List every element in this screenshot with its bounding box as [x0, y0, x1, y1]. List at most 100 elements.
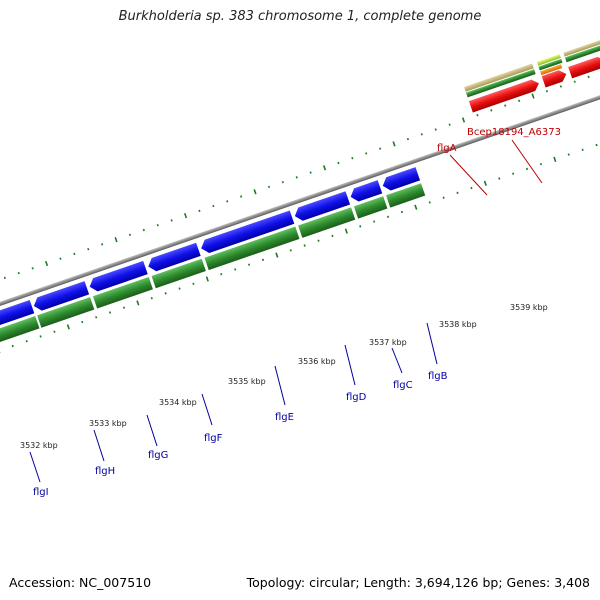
major-tick: [322, 165, 327, 171]
outer-tick-row: [3, 75, 590, 280]
gene-label-flgb[interactable]: flgB: [428, 371, 448, 382]
major-tick: [66, 324, 70, 330]
minor-tick: [198, 209, 201, 213]
minor-tick: [240, 195, 243, 198]
minor-tick: [17, 271, 20, 275]
track-group: [0, 39, 600, 368]
minor-tick: [331, 234, 334, 238]
cds-flge: [204, 226, 300, 271]
minor-tick: [351, 157, 354, 160]
minor-tick: [317, 239, 320, 242]
minor-tick: [212, 204, 215, 208]
minor-tick: [573, 80, 576, 83]
cds-flgg: [92, 276, 153, 309]
major-tick: [531, 93, 535, 99]
minor-tick: [164, 292, 167, 295]
gene-arrow-flgi: [0, 299, 35, 353]
gene-arrow-flgd: [294, 191, 351, 221]
minor-tick: [525, 167, 529, 171]
cds-features: [0, 183, 426, 368]
tick-labels: 3532 kbp 3533 kbp 3534 kbp 3535 kbp 3536…: [20, 303, 548, 450]
major-tick: [114, 236, 118, 243]
major-tick: [553, 156, 557, 162]
cds-feature-right-1: [564, 44, 600, 63]
gene-label-flgd[interactable]: flgD: [346, 392, 367, 403]
major-tick: [183, 213, 188, 219]
minor-tick: [337, 161, 340, 165]
tick-label: 3532 kbp: [20, 441, 58, 450]
feature-label-bcep[interactable]: Bcep18194_A6373: [467, 127, 561, 138]
minor-tick: [420, 133, 423, 136]
cds-feature-bcep-1: [538, 58, 563, 71]
major-tick: [253, 189, 257, 195]
gene-label-flgi[interactable]: flgI: [33, 487, 49, 498]
gene-label-flgf[interactable]: flgF: [204, 433, 223, 444]
leader-line-flgc: [391, 347, 403, 374]
cds-feature-flga: [465, 69, 536, 98]
gene-label-flge[interactable]: flgE: [275, 412, 294, 423]
gene-labels: flgI flgH flgG flgF flgE flgD flgC flgB: [33, 371, 448, 498]
leader-line-flgg: [146, 414, 158, 447]
minor-tick: [170, 219, 173, 222]
minor-tick: [379, 147, 382, 150]
tick-label: 3539 kbp: [510, 303, 548, 312]
leader-line-flgd: [344, 344, 356, 386]
minor-tick: [504, 104, 507, 107]
minor-tick: [101, 243, 104, 246]
cds-flgd: [298, 207, 356, 238]
minor-tick: [359, 225, 362, 228]
minor-tick: [128, 233, 132, 237]
major-tick: [461, 117, 466, 123]
leader-line-flgh: [93, 429, 105, 462]
misc-feature-bcep-1: [536, 54, 561, 66]
minor-tick: [261, 258, 265, 262]
minor-tick: [178, 287, 181, 290]
cds-flgh: [37, 297, 95, 328]
gene-label-flgh[interactable]: flgH: [95, 466, 115, 477]
rna-feature-bcep: [541, 70, 567, 88]
leader-line-flgb: [426, 322, 438, 365]
minor-tick: [156, 224, 159, 227]
gene-leaders: [29, 322, 438, 483]
major-tick: [136, 300, 140, 306]
minor-tick: [150, 296, 153, 300]
major-tick: [44, 260, 49, 267]
minor-tick: [39, 335, 42, 338]
minor-tick: [3, 276, 6, 280]
minor-tick: [25, 340, 28, 343]
gene-label-flgc[interactable]: flgC: [393, 380, 413, 391]
feature-label-flga[interactable]: flgA: [437, 143, 457, 154]
minor-tick: [386, 215, 390, 218]
minor-tick: [476, 113, 479, 117]
misc-feature-flga: [464, 63, 534, 92]
minor-tick: [470, 186, 473, 190]
minor-tick: [442, 196, 445, 199]
leader-line-flgi: [29, 451, 41, 483]
minor-tick: [512, 172, 515, 175]
minor-tick: [567, 153, 570, 156]
major-tick: [275, 252, 279, 258]
minor-tick: [539, 162, 543, 166]
minor-tick: [309, 171, 312, 174]
minor-tick: [545, 90, 549, 93]
minor-tick: [434, 128, 437, 131]
minor-tick: [559, 85, 562, 88]
tick-label: 3535 kbp: [228, 377, 266, 386]
minor-tick: [595, 143, 598, 147]
minor-tick: [81, 320, 84, 324]
rna-feature-right: [568, 56, 600, 79]
tick-label: 3538 kbp: [439, 320, 477, 329]
gene-arrow-flgb: [382, 167, 421, 191]
minor-tick: [247, 263, 251, 266]
tick-label: 3533 kbp: [89, 419, 127, 428]
minor-tick: [142, 228, 145, 232]
gene-arrow-flgg: [89, 260, 148, 292]
major-tick: [414, 204, 418, 210]
misc-feature-right-1: [563, 39, 600, 57]
gene-label-flgg[interactable]: flgG: [148, 450, 168, 461]
minor-tick: [289, 249, 292, 252]
rna-feature-flga: [468, 79, 539, 113]
minor-tick: [373, 220, 376, 223]
minor-tick: [281, 180, 284, 184]
